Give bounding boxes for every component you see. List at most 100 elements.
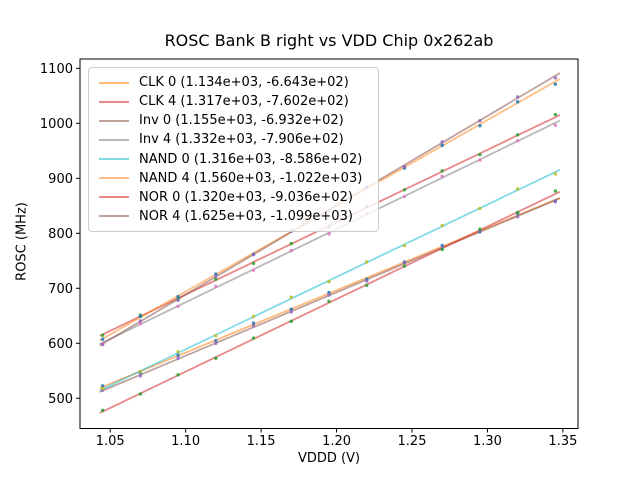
y-tick-label: 500 <box>48 392 73 407</box>
data-point-clk-0 <box>176 353 180 357</box>
x-tick-label: 1.25 <box>398 434 427 449</box>
data-point-nor-0 <box>440 247 444 252</box>
legend-line-swatch <box>99 119 129 122</box>
y-axis-label: ROSC (MHz) <box>14 202 30 281</box>
legend-entry-label: Inv 0 (1.155e+03, -6.932e+02) <box>139 113 344 129</box>
data-point-nand-0 <box>402 243 407 248</box>
x-tick-label: 1.05 <box>96 434 125 449</box>
data-point-inv-0 <box>402 261 407 265</box>
axes-frame <box>79 58 579 429</box>
data-point-nand-0 <box>138 369 143 374</box>
data-point-clk-0 <box>100 384 105 388</box>
data-point-nand-4 <box>100 337 105 341</box>
data-point-nand-0 <box>478 206 482 211</box>
data-point-clk-0 <box>214 338 218 343</box>
legend-entry-inv-0: Inv 0 (1.155e+03, -6.932e+02) <box>99 111 370 130</box>
data-point-inv-0 <box>289 310 293 314</box>
data-point-clk-4 <box>515 133 520 137</box>
data-point-nor-0 <box>176 373 180 377</box>
data-point-nand-4 <box>440 143 444 148</box>
data-point-clk-4 <box>100 333 105 337</box>
legend-entry-nand-0: NAND 0 (1.316e+03, -8.586e+02) <box>99 150 370 169</box>
data-point-nor-0 <box>289 319 293 323</box>
data-point-nor-0 <box>138 392 143 396</box>
data-point-inv-4 <box>553 123 558 128</box>
data-point-nor-4 <box>515 95 520 99</box>
data-point-nor-0 <box>365 283 369 288</box>
data-point-nand-4 <box>553 82 558 86</box>
data-point-nand-0 <box>515 187 520 191</box>
data-point-clk-4 <box>214 277 218 281</box>
data-point-clk-0 <box>289 307 293 311</box>
legend-entry-label: NOR 4 (1.625e+03, -1.099e+03) <box>139 208 353 224</box>
data-point-nor-4 <box>478 118 482 123</box>
data-point-inv-0 <box>251 324 256 328</box>
data-point-nor-4 <box>251 253 256 257</box>
y-tick-label: 800 <box>48 227 73 242</box>
data-point-inv-4 <box>327 232 331 236</box>
x-tick-label: 1.30 <box>473 434 502 449</box>
data-point-nand-0 <box>214 333 218 338</box>
data-point-nor-0 <box>214 356 218 360</box>
x-tick-label: 1.20 <box>322 434 351 449</box>
legend-entry-label: NAND 0 (1.316e+03, -8.586e+02) <box>139 151 363 167</box>
legend-entry-label: NAND 4 (1.560e+03, -1.022e+03) <box>139 170 363 186</box>
data-point-clk-0 <box>440 243 444 248</box>
data-point-inv-4 <box>440 174 444 179</box>
data-point-nor-4 <box>402 164 407 169</box>
data-point-inv-0 <box>365 279 369 283</box>
x-tick-label: 1.10 <box>171 434 200 449</box>
data-point-nand-0 <box>289 295 293 299</box>
data-point-nand-0 <box>440 223 444 228</box>
y-tick-label: 1100 <box>40 62 73 77</box>
data-point-inv-4 <box>289 248 293 253</box>
x-axis-label: VDDD (V) <box>297 451 361 466</box>
data-point-nor-4 <box>440 140 444 144</box>
data-point-nand-0 <box>327 279 331 284</box>
data-point-clk-4 <box>478 152 482 157</box>
data-point-inv-0 <box>553 200 558 204</box>
data-point-inv-0 <box>327 293 331 297</box>
data-point-inv-4 <box>251 268 256 272</box>
chart-title: ROSC Bank B right vs VDD Chip 0x262ab <box>164 31 494 50</box>
data-point-nand-4 <box>478 124 482 128</box>
data-point-inv-4 <box>402 194 407 199</box>
legend-line-swatch <box>99 196 129 199</box>
data-point-clk-0 <box>251 321 256 325</box>
data-point-nor-4 <box>138 319 143 323</box>
data-point-nand-4 <box>515 100 520 104</box>
data-point-nand-0 <box>251 314 256 319</box>
legend-line-swatch <box>99 81 129 84</box>
data-point-inv-0 <box>176 356 180 360</box>
y-tick-label: 700 <box>48 282 73 297</box>
data-point-nor-0 <box>402 264 407 268</box>
legend-entry-label: Inv 4 (1.332e+03, -7.906e+02) <box>139 132 344 148</box>
data-point-clk-4 <box>402 188 407 192</box>
legend-entry-clk-4: CLK 4 (1.317e+03, -7.602e+02) <box>99 92 370 111</box>
data-point-nor-4 <box>553 76 558 80</box>
data-point-clk-4 <box>289 241 293 246</box>
legend-entry-clk-0: CLK 0 (1.134e+03, -6.643e+02) <box>99 73 370 92</box>
data-point-clk-4 <box>251 261 256 266</box>
legend-entry-inv-4: Inv 4 (1.332e+03, -7.906e+02) <box>99 130 370 149</box>
legend-entry-label: NOR 0 (1.320e+03, -9.036e+02) <box>139 189 353 205</box>
y-tick-label: 600 <box>48 337 73 352</box>
data-point-inv-4 <box>176 304 180 308</box>
legend-entry-nand-4: NAND 4 (1.560e+03, -1.022e+03) <box>99 169 370 188</box>
legend-entry-label: CLK 4 (1.317e+03, -7.602e+02) <box>139 94 349 110</box>
legend-line-swatch <box>99 158 129 161</box>
x-tick-label: 1.35 <box>548 434 577 449</box>
legend-line-swatch <box>99 138 129 141</box>
legend-entry-nor-0: NOR 0 (1.320e+03, -9.036e+02) <box>99 188 370 207</box>
data-point-clk-4 <box>440 169 444 173</box>
data-point-inv-4 <box>478 158 482 162</box>
legend-line-swatch <box>99 177 129 180</box>
legend-line-swatch <box>99 100 129 103</box>
data-point-nor-0 <box>515 210 520 215</box>
data-point-inv-4 <box>138 321 143 326</box>
data-point-nor-0 <box>327 299 331 304</box>
data-point-nor-0 <box>553 189 558 193</box>
data-point-nand-0 <box>553 172 558 176</box>
legend-entry-label: CLK 0 (1.134e+03, -6.643e+02) <box>139 75 349 90</box>
